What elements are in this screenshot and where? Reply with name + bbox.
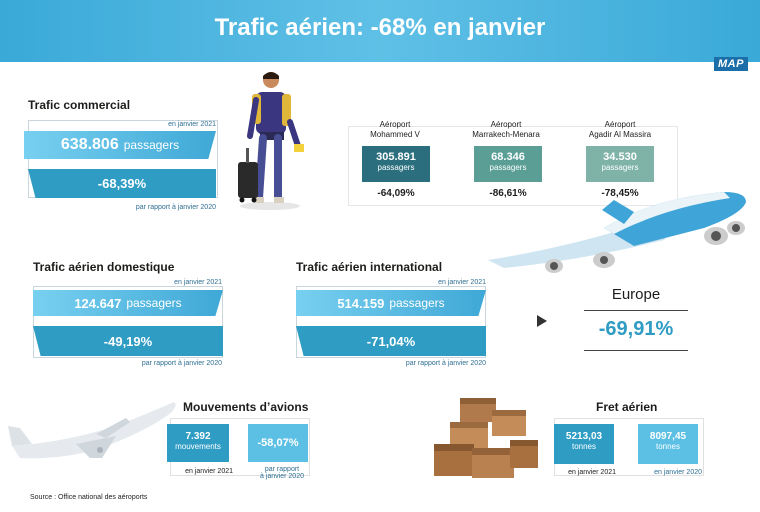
commercial-heading: Trafic commercial (28, 98, 131, 112)
freight-2020-period: en janvier 2020 (654, 469, 702, 476)
movements-change-card: -58,07% (248, 424, 308, 462)
airport-1-line2: Mohammed V (370, 130, 420, 139)
europe-change: -69,91% (598, 318, 674, 340)
airport-3-change: -78,45% (601, 188, 639, 199)
airport-2-line2: Marrakech-Menara (472, 130, 540, 139)
commercial-period: en janvier 2021 (168, 121, 216, 128)
domestic-value: 124.647 (74, 295, 122, 311)
europe-label: Europe (611, 286, 661, 303)
movements-compare: par rapport à janvier 2020 (254, 466, 310, 480)
traveler-illustration-icon (238, 72, 304, 210)
airport-3-line1: Aéroport (604, 120, 636, 129)
movements-compare-line1: par rapport (264, 466, 300, 473)
movements-value: 7.392 (185, 431, 211, 442)
airports-box (348, 126, 678, 206)
airport-1-card: 305.891 passagers (362, 146, 430, 182)
freight-heading: Fret aérien (596, 400, 658, 414)
map-logo: MAP (714, 57, 748, 71)
movements-compare-line2: à janvier 2020 (260, 473, 304, 480)
commercial-change-bar: -68,39% (28, 169, 216, 198)
domestic-heading: Trafic aérien domestique (33, 260, 175, 274)
airplane-large-icon (488, 192, 746, 273)
airport-2-name: Aéroport Marrakech-Menara (456, 120, 556, 140)
international-box (296, 286, 486, 358)
europe-bottom-rule (584, 350, 688, 351)
domestic-change-bar: -49,19% (33, 326, 223, 356)
domestic-passengers-bar: 124.647 passagers (33, 290, 223, 316)
airport-2-change: -86,61% (489, 188, 527, 199)
airplane-small-icon (8, 402, 176, 459)
domestic-period: en janvier 2021 (174, 279, 222, 286)
commercial-compare: par rapport à janvier 2020 (135, 204, 216, 211)
freight-2021-period: en janvier 2021 (568, 469, 616, 476)
freight-2020-unit: tonnes (655, 442, 681, 451)
movements-heading: Mouvements d’avions (183, 400, 309, 414)
airport-2-line1: Aéroport (490, 120, 522, 129)
airport-1-line1: Aéroport (379, 120, 411, 129)
freight-2020-value: 8097,45 (649, 431, 687, 442)
airport-1-name: Aéroport Mohammed V (345, 120, 445, 140)
movements-value-card: 7.392 mouvements (167, 424, 229, 462)
domestic-change: -49,19% (103, 333, 153, 349)
movements-period: en janvier 2021 (185, 468, 233, 475)
page-title: Trafic aérien: -68% en janvier (214, 14, 546, 41)
freight-2021-card: 5213,03 tonnes (554, 424, 614, 464)
international-value: 514.159 (337, 295, 385, 311)
international-change-bar: -71,04% (296, 326, 486, 356)
freight-2021-unit: tonnes (571, 442, 597, 451)
domestic-unit: passagers (126, 296, 182, 310)
title-banner (0, 0, 760, 62)
source-note: Source : Office national des aéroports (30, 494, 148, 501)
movements-unit: mouvements (175, 442, 221, 451)
airport-3-value: 34.530 (603, 151, 637, 163)
commercial-value: 638.806 (60, 136, 119, 153)
airport-3-unit: passagers (601, 163, 639, 172)
international-compare: par rapport à janvier 2020 (405, 360, 486, 367)
movements-change: -58,07% (257, 437, 299, 449)
commercial-passengers-bar: 638.806 passagers (24, 131, 216, 159)
commercial-change: -68,39% (97, 176, 147, 191)
international-period: en janvier 2021 (438, 279, 486, 286)
airport-1-unit: passagers (377, 163, 415, 172)
europe-top-rule (584, 310, 688, 311)
freight-2020-card: 8097,45 tonnes (638, 424, 698, 464)
international-unit: passagers (389, 296, 445, 310)
airport-2-unit: passagers (489, 163, 527, 172)
airport-2-card: 68.346 passagers (474, 146, 542, 182)
airport-3-card: 34.530 passagers (586, 146, 654, 182)
commercial-unit: passagers (123, 138, 180, 152)
airport-3-line2: Agadir Al Massira (588, 130, 652, 139)
domestic-compare: par rapport à janvier 2020 (141, 360, 222, 367)
international-heading: Trafic aérien international (296, 260, 443, 274)
airport-1-change: -64,09% (377, 188, 415, 199)
international-change: -71,04% (366, 333, 416, 349)
arrow-right-icon (537, 315, 547, 327)
airport-3-name: Aéroport Agadir Al Massira (570, 120, 670, 140)
domestic-box (33, 286, 223, 358)
cargo-boxes-icon (434, 398, 538, 478)
freight-2021-value: 5213,03 (565, 431, 603, 442)
airport-1-value: 305.891 (376, 151, 416, 163)
international-passengers-bar: 514.159 passagers (296, 290, 486, 316)
airport-2-value: 68.346 (491, 151, 525, 163)
